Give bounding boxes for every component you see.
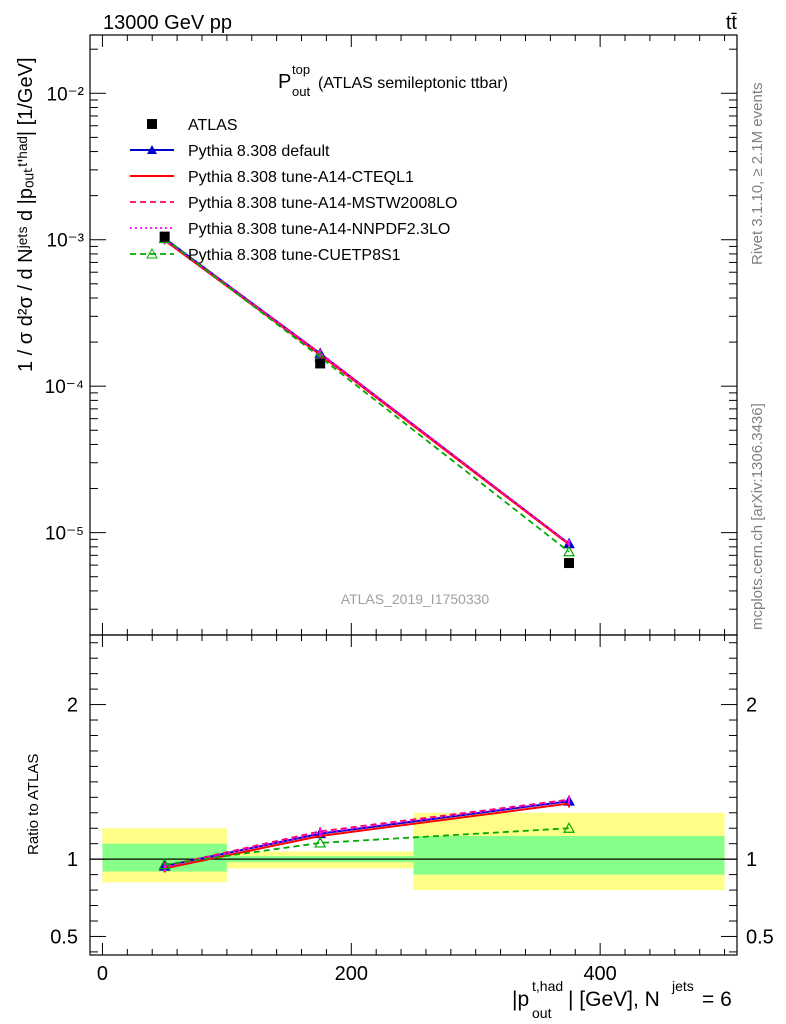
legend-marker <box>147 145 157 154</box>
main-y-tick-label: 10⁻² <box>47 84 85 105</box>
main-y-tick-label: 10⁻³ <box>47 231 85 252</box>
atlas-data-point <box>315 358 326 369</box>
legend-label: Pythia 8.308 tune-A14-NNPDF2.3LO <box>188 221 450 238</box>
ratio-y-tick-label-right: 0.5 <box>746 926 774 948</box>
legend-marker <box>146 247 158 259</box>
legend-label: Pythia 8.308 tune-A14-MSTW2008LO <box>188 195 457 212</box>
legend-label: ATLAS <box>188 117 238 134</box>
x-axis-label: |p t,had out | [GeV], N jets = 6 <box>512 978 732 1021</box>
atlas-data-point <box>159 231 170 242</box>
x-tick-label: 400 <box>583 963 616 985</box>
main-y-tick-label: 10⁻⁴ <box>45 377 84 398</box>
svg-text:(ATLAS semileptonic ttbar): (ATLAS semileptonic ttbar) <box>318 75 508 92</box>
main-series-line <box>164 237 570 553</box>
svg-text:out: out <box>532 1005 552 1021</box>
rivet-label: Rivet 3.1.10, ≥ 2.1M events <box>749 83 766 266</box>
ratio-series-line <box>164 798 570 867</box>
ratio-y-tick-label-right: 1 <box>746 849 757 871</box>
svg-text:P: P <box>278 71 291 93</box>
main-series-point <box>563 545 576 557</box>
main-panel: 10⁻² 10⁻³ 10⁻⁴ 10⁻⁵ <box>45 34 738 636</box>
ratio-panel: 0 200 400 0.5 0.5 1 1 2 2 <box>50 634 774 985</box>
svg-text:out: out <box>292 84 310 99</box>
svg-text:jets: jets <box>671 978 694 994</box>
ratio-y-tick-label: 0.5 <box>50 926 78 948</box>
legend: ATLAS Pythia 8.308 default Pythia 8.308 tu… <box>130 117 457 264</box>
ratio-y-tick-label: 1 <box>67 849 78 871</box>
uncertainty-band-inner <box>413 835 725 875</box>
legend-label: Pythia 8.308 tune-CUETP8S1 <box>188 247 401 264</box>
atlas-data-point <box>564 558 575 569</box>
x-tick-label: 0 <box>97 963 108 985</box>
svg-text:t,had: t,had <box>532 978 563 994</box>
svg-text:| [GeV], N: | [GeV], N <box>568 988 660 1011</box>
main-y-axis-label: 1 / σ d²σ / d Nʲᵉᵗˢ d |pₒᵤₜᵗ'ʰᵃᵈ| [1/GeV… <box>15 57 37 372</box>
svg-text:= 6: = 6 <box>702 988 732 1011</box>
ratio-y-axis-label: Ratio to ATLAS <box>25 754 42 855</box>
ratio-series-point <box>314 836 327 848</box>
ratio-series-line <box>164 799 570 868</box>
svg-text:1 / σ d²σ / d Nʲᵉᵗˢ d |pₒᵤₜᵗ'ʰ: 1 / σ d²σ / d Nʲᵉᵗˢ d |pₒᵤₜᵗ'ʰᵃᵈ| [1/GeV… <box>15 57 37 372</box>
energy-label: 13000 GeV pp <box>103 12 232 34</box>
svg-text:|p: |p <box>512 988 529 1011</box>
ratio-frame <box>89 634 738 956</box>
ratio-y-tick-label: 2 <box>67 695 78 717</box>
ratio-series-line <box>164 827 570 866</box>
main-series-line <box>164 239 570 545</box>
process-label: tt̄ <box>726 12 738 34</box>
main-title: P top out (ATLAS semileptonic ttbar) <box>278 62 508 99</box>
ratio-series-point <box>563 822 576 833</box>
ratio-y-tick-label-right: 2 <box>746 695 757 717</box>
x-tick-label: 200 <box>335 963 368 985</box>
legend-label: Pythia 8.308 tune-A14-CTEQL1 <box>188 169 414 186</box>
main-y-tick-label: 10⁻⁵ <box>45 524 84 545</box>
ratio-series-point <box>158 858 171 870</box>
svg-text:top: top <box>292 62 310 77</box>
legend-marker <box>147 119 157 129</box>
main-series-line <box>164 239 570 546</box>
legend-label: Pythia 8.308 default <box>188 143 330 160</box>
analysis-watermark: ATLAS_2019_I1750330 <box>341 591 490 607</box>
mcplots-label: mcplots.cern.ch [arXiv:1306.3436] <box>749 403 766 630</box>
